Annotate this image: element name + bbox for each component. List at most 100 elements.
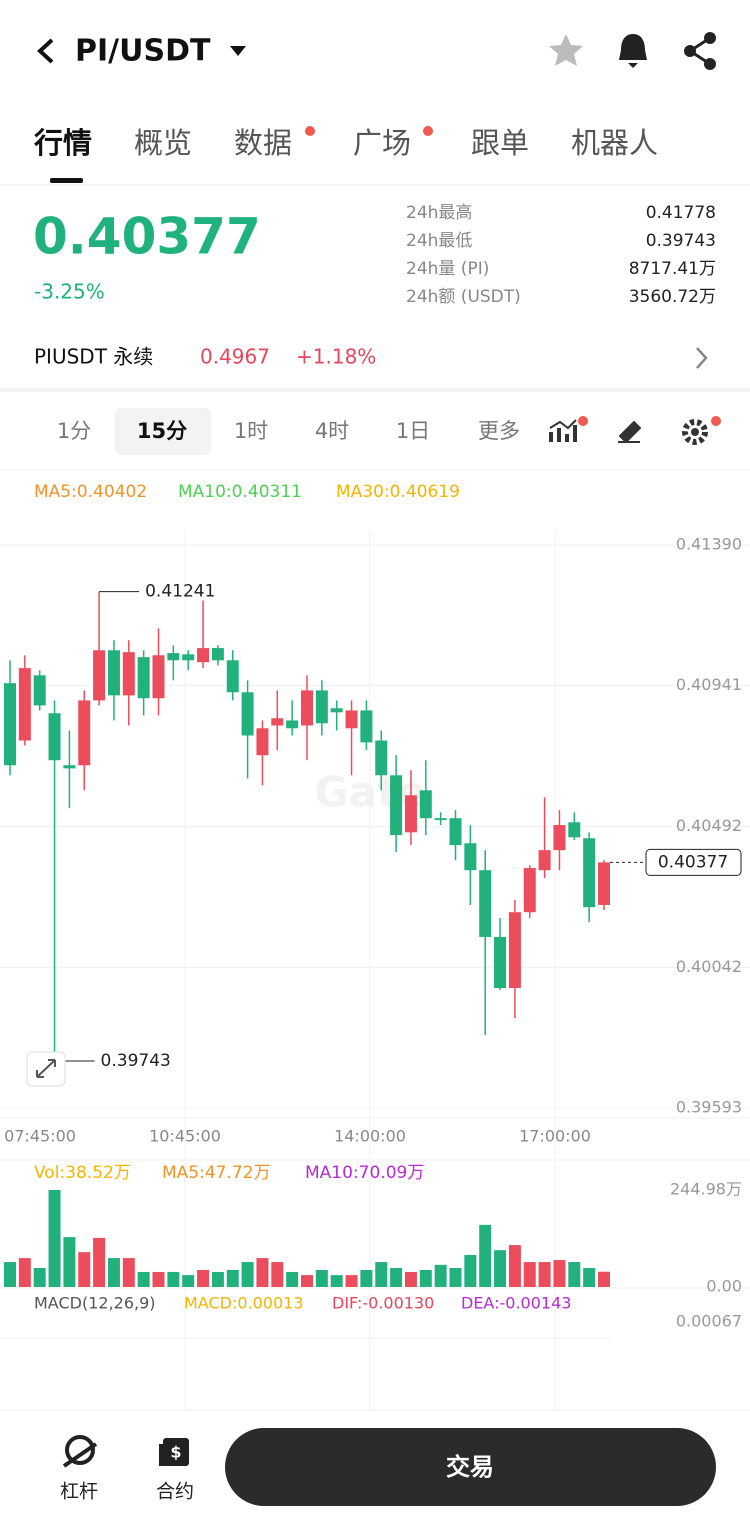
- tab[interactable]: 广场: [353, 126, 411, 160]
- interval[interactable]: 更多: [478, 419, 520, 443]
- tab[interactable]: 数据: [234, 126, 292, 160]
- candle-body: [494, 936, 507, 989]
- candle-body: [137, 657, 150, 699]
- tab[interactable]: 跟单: [471, 126, 529, 160]
- candle-body: [390, 775, 403, 836]
- tab[interactable]: 机器人: [571, 126, 658, 160]
- x-tick-label: 17:00:00: [519, 1127, 591, 1146]
- volume-bar: [256, 1258, 269, 1287]
- back-icon[interactable]: [37, 38, 54, 64]
- draw-icon[interactable]: [618, 420, 642, 444]
- volume-bar: [271, 1262, 284, 1287]
- volume-bar: [241, 1262, 254, 1287]
- perp-change[interactable]: +1.18%: [296, 345, 376, 369]
- volume-bar: [182, 1275, 195, 1287]
- candle-body: [226, 660, 239, 693]
- candle-body: [568, 822, 581, 838]
- interval[interactable]: 4时: [315, 419, 349, 443]
- candle-body: [211, 648, 224, 661]
- interval[interactable]: 1时: [234, 419, 268, 443]
- bottom-item[interactable]: 合约: [156, 1481, 194, 1503]
- volume-bar: [390, 1267, 403, 1287]
- macd-legend: DEA:-0.00143: [461, 1294, 571, 1313]
- y-tick-label: 0.40492: [676, 816, 742, 835]
- candle-body: [553, 825, 566, 851]
- x-tick-label: 14:00:00: [334, 1127, 406, 1146]
- volume-bar: [464, 1254, 477, 1287]
- candle-body: [345, 710, 358, 729]
- candle-body: [434, 818, 447, 821]
- tab-underline: [50, 178, 83, 183]
- trade-button-label[interactable]: 交易: [446, 1453, 494, 1481]
- price-change: -3.25%: [34, 280, 105, 304]
- y-tick-label: 0.41390: [676, 535, 742, 554]
- vol-legend: Vol:38.52万: [34, 1163, 131, 1183]
- volume-bar: [360, 1269, 373, 1287]
- high-marker-label: 0.41241: [145, 582, 215, 602]
- macd-legend: MACD:0.00013: [184, 1294, 304, 1313]
- candle-body: [78, 700, 91, 766]
- volume-bar: [434, 1264, 447, 1287]
- tab[interactable]: 概览: [134, 126, 192, 160]
- volume-bar: [78, 1252, 91, 1287]
- x-tick-label: 07:45:00: [4, 1127, 76, 1146]
- y-tick-label: 0.40941: [676, 675, 742, 694]
- candle-body: [598, 862, 610, 905]
- macd-axis-label: 0.00067: [676, 1312, 742, 1331]
- bottom-item[interactable]: 杠杆: [60, 1481, 98, 1503]
- trade-button[interactable]: [225, 1428, 716, 1506]
- share-icon[interactable]: [684, 32, 716, 70]
- pair-title[interactable]: PI/USDT: [75, 34, 211, 69]
- chevron-icon[interactable]: [696, 347, 708, 369]
- candle-body: [122, 652, 135, 696]
- perp-name[interactable]: PIUSDT 永续: [34, 345, 153, 369]
- volume-bar: [4, 1262, 16, 1287]
- volume-bar: [568, 1262, 581, 1287]
- stat-label: 24h额 (USDT): [406, 287, 521, 307]
- volume-bar: [598, 1271, 610, 1287]
- star-icon[interactable]: [549, 34, 583, 66]
- alert-icon[interactable]: [619, 34, 647, 68]
- volume-bar: [449, 1267, 462, 1287]
- contract-icon[interactable]: $: [159, 1438, 189, 1466]
- volume-bar: [63, 1237, 76, 1287]
- volume-bar: [137, 1271, 150, 1287]
- perp-price[interactable]: 0.4967: [200, 345, 270, 369]
- indicator-icon[interactable]: [549, 416, 588, 442]
- candle-body: [48, 713, 61, 761]
- volume-bar: [122, 1258, 135, 1287]
- y-tick-label: 0.39593: [676, 1098, 742, 1117]
- candle-body: [404, 795, 417, 833]
- candle-body: [93, 650, 106, 701]
- expand-icon[interactable]: [36, 1059, 56, 1078]
- stat-label: 24h最低: [406, 231, 472, 251]
- volume-bar: [583, 1267, 596, 1287]
- last-price-label: 0.40377: [658, 852, 728, 872]
- candle-body: [375, 740, 388, 776]
- volume-bar: [553, 1260, 566, 1287]
- candle-body: [583, 838, 596, 908]
- volume-bar: [508, 1245, 521, 1287]
- candle-body: [256, 728, 269, 756]
- leverage-icon[interactable]: [62, 1435, 98, 1468]
- tab[interactable]: 行情: [33, 126, 92, 160]
- settings-icon[interactable]: [682, 416, 721, 445]
- volume-bar: [301, 1275, 313, 1287]
- candle-body: [197, 648, 210, 663]
- divider: [0, 388, 750, 392]
- interval[interactable]: 15分: [137, 419, 187, 443]
- volume-bar: [107, 1258, 120, 1287]
- volume-bar: [152, 1271, 165, 1287]
- interval[interactable]: 1分: [57, 419, 91, 443]
- stat-label: 24h量 (PI): [406, 259, 489, 279]
- volume-bar: [345, 1275, 358, 1287]
- ma-legend: MA30:0.40619: [336, 482, 460, 502]
- volume-bar: [375, 1262, 388, 1287]
- interval[interactable]: 1日: [396, 419, 430, 443]
- volume-bar: [48, 1189, 61, 1287]
- candle-body: [315, 690, 328, 724]
- candle-body: [419, 790, 432, 819]
- dropdown-icon[interactable]: [230, 46, 246, 56]
- stat-value: 3560.72万: [629, 287, 716, 307]
